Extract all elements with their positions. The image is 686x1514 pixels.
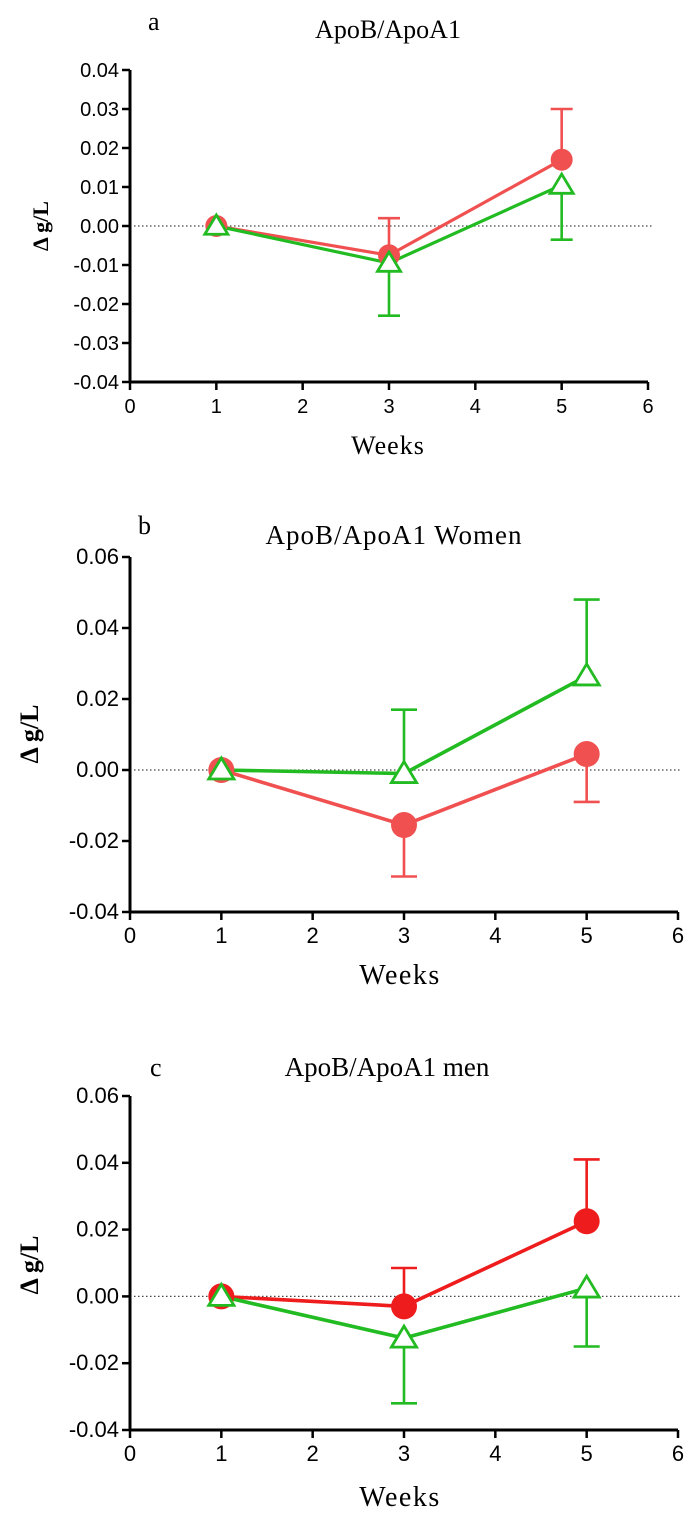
- panel-label: a: [148, 7, 160, 36]
- plot-area: -0.04 -0.02 0.00 0.02 0.04 0.06 0 1 2 3 4 5 6: [69, 1083, 684, 1466]
- x-tick-label: 5: [581, 923, 593, 948]
- data-point: [206, 1281, 237, 1307]
- panel-a: a ApoB/ApoA1 Δ g/L Weeks -0.04 -0.03 -0.02…: [28, 7, 654, 460]
- x-tick-label: 5: [556, 396, 567, 418]
- x-tick-label: 1: [211, 396, 222, 418]
- x-tick-label: 6: [672, 1441, 684, 1466]
- y-tick-label: 0.04: [76, 1150, 119, 1175]
- data-point: [388, 758, 420, 784]
- x-tick-label: 6: [672, 923, 684, 948]
- x-tick-label: 0: [124, 396, 135, 418]
- y-tick-label: 0.06: [76, 544, 119, 569]
- x-tick-label: 4: [489, 923, 501, 948]
- data-point: [573, 741, 600, 768]
- chart-title: ApoB/ApoA1 Women: [265, 520, 522, 550]
- x-tick-label: 4: [470, 396, 481, 418]
- data-point: [388, 1323, 420, 1349]
- y-axis-label: Δ g/L: [15, 1236, 44, 1295]
- y-tick-label: -0.04: [69, 899, 119, 924]
- y-tick-label: -0.01: [73, 255, 119, 277]
- y-tick-label: 0.02: [76, 1217, 119, 1242]
- plot-area: -0.04 -0.02 0.00 0.02 0.04 0.06 0 1 2 3 4 5 6: [69, 544, 684, 948]
- y-tick-label: 0.02: [80, 138, 119, 160]
- y-tick-label: 0.00: [76, 1283, 119, 1308]
- x-tick-label: 0: [124, 923, 136, 948]
- x-tick-label: 4: [489, 1441, 501, 1466]
- x-tick-label: 1: [215, 923, 227, 948]
- y-axis-label: Δ g/L: [28, 201, 53, 251]
- data-point: [550, 148, 573, 171]
- x-tick-label: 5: [581, 1441, 593, 1466]
- y-tick-label: 0.01: [80, 177, 119, 199]
- y-tick-label: -0.02: [69, 1350, 119, 1375]
- data-point: [206, 755, 237, 781]
- y-tick-label: -0.02: [73, 294, 119, 316]
- y-tick-label: 0.06: [76, 1083, 119, 1108]
- panel-c: c ApoB/ApoA1 men Δ g/L Weeks -0.04 -0.02 0…: [15, 1052, 684, 1513]
- y-tick-label: 0.00: [76, 757, 119, 782]
- y-axis-label: Δ g/L: [15, 705, 44, 764]
- data-point: [374, 249, 404, 273]
- y-tick-label: 0.00: [80, 216, 119, 238]
- x-tick-label: 3: [398, 1441, 410, 1466]
- y-tick-label: -0.03: [73, 333, 119, 355]
- y-tick-label: 0.04: [80, 60, 119, 82]
- chart-title: ApoB/ApoA1 men: [285, 1052, 490, 1082]
- data-point: [391, 812, 417, 839]
- x-tick-label: 2: [297, 396, 308, 418]
- y-tick-label: -0.04: [69, 1417, 119, 1442]
- y-tick-label: 0.03: [80, 99, 119, 121]
- x-tick-label: 2: [307, 1441, 319, 1466]
- x-axis-label: Weeks: [351, 431, 425, 460]
- chart-title: ApoB/ApoA1: [315, 15, 461, 44]
- panel-label: c: [150, 1053, 162, 1082]
- x-tick-label: 0: [124, 1441, 136, 1466]
- x-tick-label: 3: [398, 923, 410, 948]
- y-tick-label: -0.04: [73, 372, 119, 394]
- panel-b: b ApoB/ApoA1 Women Δ g/L Weeks -0.04-0.0…: [15, 511, 684, 991]
- data-point: [571, 661, 602, 687]
- data-point: [571, 1273, 602, 1299]
- data-point: [202, 212, 231, 236]
- data-point: [573, 1208, 600, 1235]
- x-axis-label: Weeks: [359, 960, 440, 991]
- y-tick-label: 0.04: [76, 615, 119, 640]
- data-point: [547, 171, 576, 195]
- x-tick-label: 3: [383, 396, 394, 418]
- panel-label: b: [138, 511, 151, 540]
- x-tick-label: 1: [215, 1441, 227, 1466]
- x-tick-label: 6: [642, 396, 653, 418]
- y-tick-label: 0.02: [76, 686, 119, 711]
- data-point: [391, 1293, 417, 1320]
- plot-area: -0.04 -0.03 -0.02 -0.01 0.00 0.01 0.02 0.03 0.04…: [73, 60, 653, 418]
- x-tick-label: 2: [307, 923, 319, 948]
- y-tick-label: -0.02: [69, 828, 119, 853]
- x-axis-label: Weeks: [359, 1482, 440, 1513]
